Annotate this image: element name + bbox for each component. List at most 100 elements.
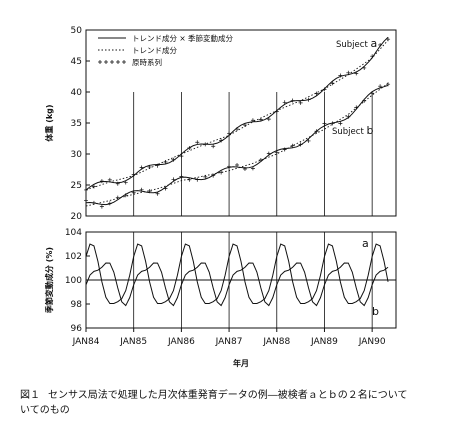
weight-panel: 20 25 30 35 40 45 50 体重 (kg) トレンド成分 × 季節変動成分トレンド… (44, 26, 397, 222)
subject-b-raw-point (282, 147, 287, 152)
subject-b-raw-point (99, 204, 104, 209)
subject-a-raw-point (84, 187, 88, 192)
xtick-label: JAN89 (310, 337, 338, 347)
subject-b-raw-point (123, 193, 128, 198)
subject-a-raw-point (211, 144, 216, 149)
subject-b-raw-point (155, 191, 160, 196)
subject-b-raw-point (171, 177, 176, 182)
subject-b-raw-point (227, 164, 232, 169)
weight-ytick-label: 25 (71, 181, 82, 191)
subject-label-b: Subject b (332, 124, 373, 137)
subject-a-raw-point (187, 145, 192, 150)
subject-b-raw-point (370, 91, 375, 96)
subject-a-raw-point (147, 165, 152, 170)
subject-b-raw-point (266, 151, 271, 156)
subject-a-raw-point (354, 71, 359, 76)
subject-b-raw-point (91, 200, 96, 205)
subject-b-raw-point (250, 166, 255, 171)
subject-b-trend-x-seasonal-line (85, 84, 389, 206)
legend-entry: トレンド成分 (132, 45, 177, 55)
subject-b-raw-point (298, 142, 303, 147)
seasonal-ytick-label: 104 (65, 228, 82, 238)
seasonal-line-subject-a (85, 243, 389, 305)
seasonal-ytick-label: 98 (71, 300, 83, 310)
subject-a-raw-point (179, 154, 184, 159)
subject-b-raw-point (338, 121, 343, 126)
seasonal-label-b: b (372, 305, 379, 318)
legend-swatch-plus (98, 60, 102, 64)
subject-b-raw-point (354, 105, 359, 110)
subject-a-raw-point (242, 123, 247, 128)
weight-ytick-label: 30 (71, 150, 83, 160)
subject-b-raw-point (84, 198, 88, 203)
seasonal-ylabel: 季節変動成分 (%) (44, 247, 54, 314)
subject-a-raw-point (298, 100, 303, 105)
legend-swatch-plus (110, 60, 114, 64)
subject-a-raw-point (155, 163, 160, 168)
subject-b-trend-line (85, 82, 389, 207)
subject-b-raw-point (139, 187, 144, 192)
subject-a-raw-point (378, 42, 383, 47)
subject-a-raw-point (258, 117, 263, 122)
subject-a-raw-point (227, 131, 232, 136)
subject-b-raw-point (330, 121, 335, 126)
xtick-label: JAN90 (358, 337, 386, 347)
subject-b-raw-point (314, 129, 319, 134)
legend-swatch-plus (104, 60, 108, 64)
subject-b-raw-point (378, 84, 383, 89)
subject-b-raw-point (322, 121, 327, 126)
subject-a-trend-line (85, 39, 389, 191)
subject-b-raw-point (386, 82, 391, 87)
subject-a-raw-point (274, 109, 279, 114)
subject-a-raw-point (370, 54, 375, 59)
subject-a-raw-point (203, 142, 208, 147)
xtick-label: JAN86 (167, 337, 195, 347)
subject-b-raw-point (290, 143, 295, 148)
subject-a-raw-point (322, 87, 327, 92)
xtick-label: JAN87 (215, 337, 243, 347)
caption-text: センサス局法で処理した月次体重発育データの例―被検者ａとｂの２名について いての… (20, 390, 408, 416)
subject-a-raw-point (123, 180, 128, 185)
subject-letter: b (366, 124, 373, 137)
subject-b-raw-point (346, 114, 351, 119)
subject-b-raw-point (219, 170, 224, 175)
subject-b-raw-point (203, 174, 208, 179)
subject-b-raw-point (107, 201, 112, 206)
subject-b-raw-point (179, 174, 184, 179)
subject-a-raw-point (107, 177, 112, 182)
legend-swatch-plus (116, 60, 120, 64)
subject-b-raw-point (306, 138, 311, 143)
subject-a-raw-point (163, 160, 168, 165)
subject-a-raw-point (219, 138, 224, 143)
subject-a-raw-point (195, 140, 200, 145)
xtick-label: JAN84 (72, 337, 100, 347)
weight-ytick-label: 45 (71, 57, 82, 67)
subject-a-raw-point (235, 127, 240, 132)
subject-a-raw-point (131, 172, 136, 177)
subject-a-raw-point (338, 73, 343, 78)
subject-a-raw-point (115, 181, 120, 186)
weight-ylabel: 体重 (kg) (44, 104, 54, 141)
seasonal-line-subject-b (85, 262, 389, 307)
subject-b-raw-point (195, 177, 200, 182)
subject-label-a: Subject a (336, 37, 377, 50)
subject-a-raw-point (362, 65, 367, 70)
subject-b-raw-point (187, 177, 192, 182)
subject-b-raw-point (163, 186, 168, 191)
subject-a-raw-point (386, 37, 391, 42)
caption-number: 図１ (20, 390, 40, 401)
subject-b-raw-point (258, 157, 263, 162)
weight-ytick-label: 50 (71, 26, 83, 36)
subject-b-raw-point (362, 98, 367, 103)
subject-b-raw-point (211, 173, 216, 178)
weight-ytick-label: 35 (71, 119, 82, 129)
x-axis-label: 年月 (233, 358, 249, 368)
legend-entry: 原時系列 (132, 57, 162, 67)
subject-a-raw-point (266, 117, 271, 122)
seasonal-ytick-label: 96 (71, 324, 83, 334)
legend-entry: トレンド成分 × 季節変動成分 (132, 33, 234, 43)
seasonal-ytick-label: 100 (65, 276, 82, 286)
subject-a-raw-point (346, 70, 351, 75)
xtick-label: JAN88 (262, 337, 290, 347)
seasonal-panel: 96 98 100 102 104 季節変動成分 (%) JAN84 JAN85 JAN86 JA… (44, 228, 397, 368)
